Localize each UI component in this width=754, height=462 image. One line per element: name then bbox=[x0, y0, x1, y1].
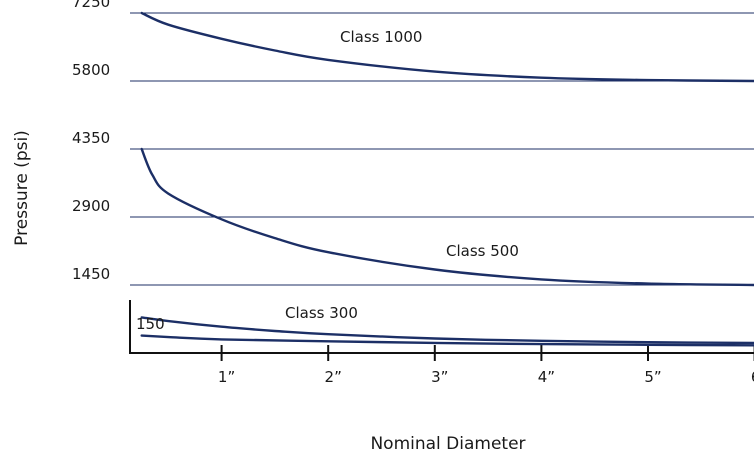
y-tick-label: 1450 bbox=[72, 265, 110, 283]
x-tick-label: 2” bbox=[325, 368, 342, 386]
y-tick-label: 5800 bbox=[72, 61, 110, 79]
x-ticks: 1” 2” 3” 4” 5” 6” bbox=[218, 345, 754, 386]
x-tick-label: 6” bbox=[751, 368, 754, 386]
y-tick-label: 2900 bbox=[72, 197, 110, 215]
series-lines bbox=[140, 11, 754, 347]
x-tick-label: 3” bbox=[431, 368, 448, 386]
grid-lines bbox=[130, 12, 754, 286]
series-line-class-500 bbox=[140, 147, 754, 287]
y-tick-label: 7250 bbox=[72, 0, 110, 11]
series-label-class-1000: Class 1000 bbox=[340, 28, 422, 46]
series-label-150: 150 bbox=[136, 315, 165, 333]
x-axis-title: Nominal Diameter bbox=[370, 434, 525, 454]
series-label-class-500: Class 500 bbox=[446, 242, 519, 260]
y-tick-label: 4350 bbox=[72, 129, 110, 147]
series-label-class-300: Class 300 bbox=[285, 304, 358, 322]
series-line-class-1000 bbox=[140, 11, 754, 83]
y-axis-title: Pressure (psi) bbox=[12, 130, 32, 246]
x-tick-label: 1” bbox=[218, 368, 235, 386]
x-tick-label: 4” bbox=[538, 368, 555, 386]
series-line-150 bbox=[140, 334, 754, 347]
series-line-class-300 bbox=[140, 316, 754, 345]
x-tick-label: 5” bbox=[644, 368, 661, 386]
axes bbox=[129, 300, 754, 354]
series-labels: Class 1000 Class 500 Class 300 150 bbox=[136, 28, 519, 333]
y-ticks: 7250 5800 4350 2900 1450 bbox=[72, 0, 110, 283]
